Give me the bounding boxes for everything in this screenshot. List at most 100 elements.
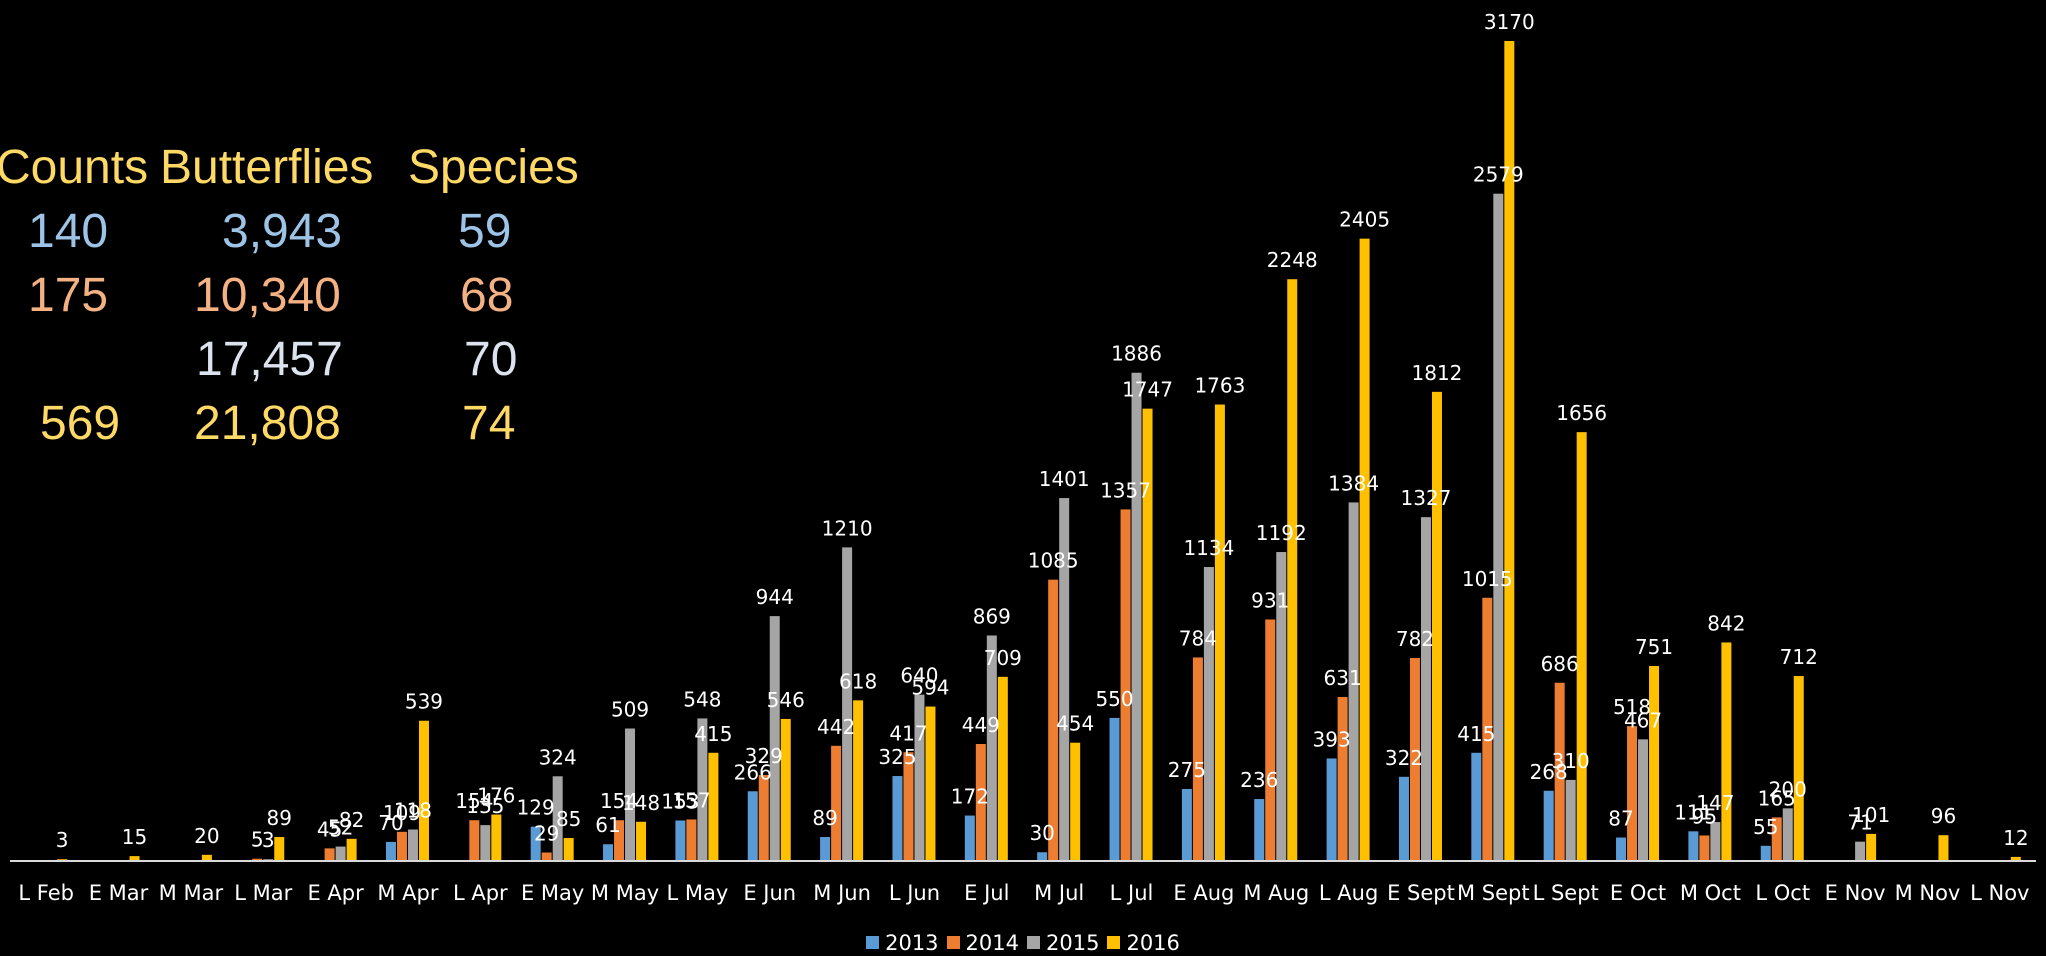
category-labels-group: L Feb E Mar M Mar L Mar E Apr M Apr L Apr E May… xyxy=(18,881,2029,905)
bar-2016-e-apr xyxy=(346,838,357,860)
value-label-2015-e-nov: 71 xyxy=(1847,811,1872,835)
category-label-l-mar: L Mar xyxy=(234,881,292,905)
value-label-2016-l-may: 415 xyxy=(694,722,732,746)
value-label-2015-m-jul: 1401 xyxy=(1039,467,1090,491)
value-label-2014-l-aug: 631 xyxy=(1324,666,1362,690)
value-label-2016-m-sept: 3170 xyxy=(1484,10,1535,34)
summary-row-2016-counts: 569 xyxy=(40,397,121,450)
value-label-2013-l-oct: 55 xyxy=(1753,815,1778,839)
bar-2016-l-aug xyxy=(1359,238,1370,860)
bar-2014-m-sept xyxy=(1482,597,1493,860)
bar-2016-e-jul xyxy=(997,676,1008,860)
legend-item-2016: 2016 xyxy=(1107,931,1180,955)
bar-2015-m-apr xyxy=(407,829,418,860)
bar-2015-l-sept xyxy=(1565,779,1576,860)
legend-item-2015: 2015 xyxy=(1027,931,1099,955)
bar-2014-l-jul xyxy=(1120,509,1131,860)
bar-2013-l-may xyxy=(675,820,686,860)
legend-swatch-2015 xyxy=(1027,936,1040,949)
value-label-2013-m-oct: 111 xyxy=(1674,800,1712,824)
value-label-2013-e-may: 129 xyxy=(517,796,555,820)
value-label-2015-e-apr: 52 xyxy=(328,816,353,840)
bar-2016-m-mar xyxy=(201,854,212,860)
value-label-2014-l-jul: 1357 xyxy=(1100,478,1151,502)
value-label-2013-l-may: 153 xyxy=(661,789,699,813)
value-label-2013-m-may: 61 xyxy=(595,813,620,837)
bar-2016-m-apr xyxy=(418,720,429,860)
category-label-m-jun: M Jun xyxy=(813,881,871,905)
value-label-2016-e-mar: 15 xyxy=(122,825,147,849)
bar-2013-m-sept xyxy=(1471,752,1482,860)
legend-item-2013: 2013 xyxy=(866,930,939,955)
value-label-2015-e-may: 324 xyxy=(539,745,577,769)
bar-2016-l-may xyxy=(708,752,719,860)
legend-label-2014: 2014 xyxy=(965,930,1019,955)
summary-header-butterflies: Butterflies xyxy=(160,141,374,194)
bar-2014-l-may xyxy=(686,819,697,860)
bar-2015-m-jul xyxy=(1059,498,1070,860)
bar-2016-m-sept xyxy=(1504,41,1515,860)
value-label-2015-l-oct: 200 xyxy=(1769,777,1807,801)
bar-2015-l-oct xyxy=(1782,808,1793,860)
value-label-2013-e-sept: 322 xyxy=(1385,746,1423,770)
category-label-l-aug: L Aug xyxy=(1319,881,1378,905)
bar-2013-l-sept xyxy=(1543,790,1554,860)
value-label-2014-m-apr: 109 xyxy=(383,801,421,825)
summary-row-2013-counts: 140 xyxy=(28,205,109,258)
category-label-l-oct: L Oct xyxy=(1755,881,1810,905)
value-label-2014-e-jul: 449 xyxy=(962,713,1000,737)
bar-2014-m-aug xyxy=(1265,619,1276,860)
value-label-2016-l-nov: 12 xyxy=(2003,826,2028,850)
bars-group xyxy=(57,41,2021,860)
category-label-m-jul: M Jul xyxy=(1034,881,1084,905)
value-label-2016-l-sept: 1656 xyxy=(1556,401,1607,425)
category-label-e-oct: E Oct xyxy=(1610,881,1666,905)
category-label-m-may: M May xyxy=(591,881,659,905)
value-label-2015-l-may: 548 xyxy=(683,687,721,711)
bar-2013-e-may xyxy=(530,826,541,860)
legend-item-2014: 2014 xyxy=(946,930,1019,955)
value-label-2014-e-apr: 45 xyxy=(317,817,342,841)
bar-2014-m-apr xyxy=(396,831,407,860)
summary-row-2015-species: 70 xyxy=(464,333,518,386)
value-label-2016-e-apr: 82 xyxy=(339,808,364,832)
bar-2016-l-jul xyxy=(1142,408,1153,860)
bar-2015-e-sept xyxy=(1420,517,1431,860)
value-label-2015-e-jun: 944 xyxy=(756,585,794,609)
value-label-2016-m-jun: 618 xyxy=(839,669,877,693)
bar-2016-e-aug xyxy=(1214,404,1225,860)
bar-2013-e-oct xyxy=(1616,837,1627,860)
category-label-e-mar: E Mar xyxy=(89,881,149,905)
summary-row-2013-species: 59 xyxy=(458,205,512,258)
legend-swatch-2014 xyxy=(946,936,960,949)
category-label-m-mar: M Mar xyxy=(159,881,224,905)
legend-label-2013: 2013 xyxy=(885,930,939,955)
category-label-m-oct: M Oct xyxy=(1680,881,1741,905)
bar-2014-l-oct xyxy=(1771,817,1782,860)
value-label-2016-m-oct: 842 xyxy=(1707,611,1745,635)
summary-row-2014-counts: 175 xyxy=(28,269,109,322)
bar-2014-e-jul xyxy=(975,743,986,860)
summary-row-2015-butterflies: 17,457 xyxy=(196,333,343,386)
value-label-2013-l-sept: 268 xyxy=(1530,760,1568,784)
bar-2013-e-aug xyxy=(1181,788,1192,860)
bar-2014-m-jul xyxy=(1048,579,1059,860)
category-label-m-aug: M Aug xyxy=(1243,881,1309,905)
bar-2013-e-sept xyxy=(1398,776,1409,860)
bar-2013-m-may xyxy=(603,844,614,860)
bar-2015-e-oct xyxy=(1638,739,1649,860)
bar-2016-e-may xyxy=(563,838,574,860)
value-label-2015-e-oct: 467 xyxy=(1624,708,1662,732)
bar-2016-l-oct xyxy=(1793,676,1804,860)
bar-2016-l-feb xyxy=(57,859,68,860)
value-label-2014-l-mar: 5 xyxy=(251,828,264,852)
value-label-2014-e-jun: 329 xyxy=(745,744,783,768)
category-label-l-jun: L Jun xyxy=(889,881,940,905)
value-label-2016-l-aug: 2405 xyxy=(1339,208,1390,232)
bar-2013-l-aug xyxy=(1326,758,1337,860)
category-label-e-nov: E Nov xyxy=(1825,881,1886,905)
bar-2014-l-aug xyxy=(1337,696,1348,860)
value-label-2015-l-mar: 3 xyxy=(262,828,275,852)
summary-header-species: Species xyxy=(408,141,579,194)
